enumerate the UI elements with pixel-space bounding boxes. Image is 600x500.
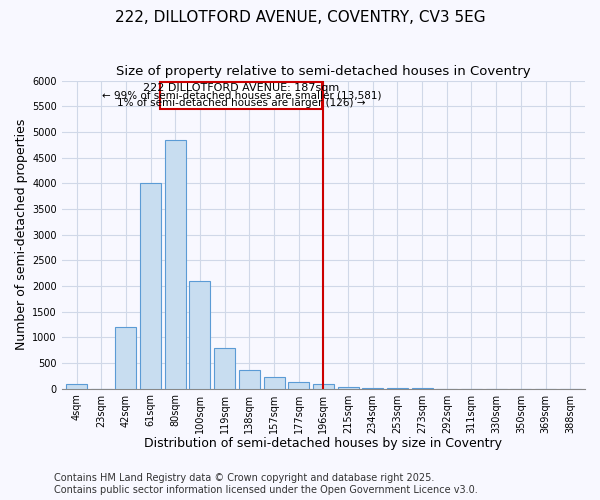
Text: 222 DILLOTFORD AVENUE: 187sqm: 222 DILLOTFORD AVENUE: 187sqm xyxy=(143,82,340,92)
Bar xyxy=(338,387,359,388)
Bar xyxy=(190,281,211,388)
Title: Size of property relative to semi-detached houses in Coventry: Size of property relative to semi-detach… xyxy=(116,65,531,78)
Bar xyxy=(214,348,235,389)
Bar xyxy=(313,384,334,388)
Y-axis label: Number of semi-detached properties: Number of semi-detached properties xyxy=(15,119,28,350)
Bar xyxy=(288,382,309,388)
Bar xyxy=(239,370,260,388)
Text: 1% of semi-detached houses are larger (126) →: 1% of semi-detached houses are larger (1… xyxy=(117,98,365,108)
FancyBboxPatch shape xyxy=(160,82,322,109)
Bar xyxy=(66,384,87,388)
Bar xyxy=(115,327,136,388)
Text: 222, DILLOTFORD AVENUE, COVENTRY, CV3 5EG: 222, DILLOTFORD AVENUE, COVENTRY, CV3 5E… xyxy=(115,10,485,25)
Bar xyxy=(165,140,186,388)
Text: Contains HM Land Registry data © Crown copyright and database right 2025.
Contai: Contains HM Land Registry data © Crown c… xyxy=(54,474,478,495)
Bar xyxy=(140,183,161,388)
X-axis label: Distribution of semi-detached houses by size in Coventry: Distribution of semi-detached houses by … xyxy=(145,437,502,450)
Text: ← 99% of semi-detached houses are smaller (13,581): ← 99% of semi-detached houses are smalle… xyxy=(101,90,381,100)
Bar xyxy=(263,377,284,388)
